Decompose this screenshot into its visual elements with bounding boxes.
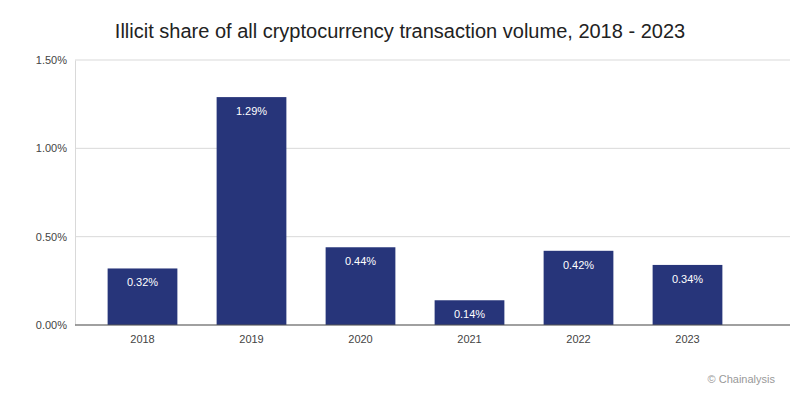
data-label: 0.42% (563, 259, 594, 271)
chart: Illicit share of all cryptocurrency tran… (0, 0, 800, 400)
x-tick-label: 2018 (130, 333, 154, 345)
y-axis: 0.00% 0.50% 1.00% 1.50% (36, 54, 76, 331)
y-tick-label: 0.00% (36, 319, 67, 331)
x-tick: 2023 (675, 325, 699, 345)
x-axis: 2018 2019 2020 2021 2022 2023 (75, 325, 790, 345)
source-note: © Chainalysis (708, 373, 776, 385)
data-label: 0.32% (127, 276, 158, 288)
x-tick: 2021 (457, 325, 481, 345)
data-label: 0.34% (672, 273, 703, 285)
y-axis-line (75, 61, 76, 326)
x-tick-label: 2023 (675, 333, 699, 345)
grid-line (75, 148, 790, 149)
x-tick: 2019 (239, 325, 263, 345)
bar (435, 300, 505, 325)
x-tick: 2022 (566, 325, 590, 345)
y-tick: 0.00% (36, 319, 75, 331)
y-tick-label: 1.50% (36, 54, 67, 66)
bar (326, 247, 396, 325)
grid-line (75, 236, 790, 237)
x-tick-label: 2020 (348, 333, 372, 345)
data-labels: 0.32% 1.29% 0.44% 0.14% 0.42% 0.34% (127, 105, 703, 320)
bar (108, 268, 178, 325)
y-tick-label: 1.00% (36, 142, 67, 154)
y-tick-label: 0.50% (36, 231, 67, 243)
title: Illicit share of all cryptocurrency tran… (115, 20, 685, 42)
grid (75, 60, 790, 325)
x-tick-label: 2019 (239, 333, 263, 345)
y-tick: 1.00% (36, 142, 75, 154)
data-label: 1.29% (236, 105, 267, 117)
bar (217, 97, 287, 325)
x-tick: 2020 (348, 325, 372, 345)
x-tick: 2018 (130, 325, 154, 345)
y-tick: 0.50% (36, 231, 75, 243)
x-tick-label: 2022 (566, 333, 590, 345)
grid-line (75, 60, 790, 61)
grid-line (75, 325, 790, 326)
bars (108, 97, 723, 325)
x-tick-label: 2021 (457, 333, 481, 345)
data-label: 0.14% (454, 308, 485, 320)
y-tick: 1.50% (36, 54, 75, 66)
x-axis-line (75, 325, 790, 326)
data-label: 0.44% (345, 255, 376, 267)
bar (544, 251, 614, 325)
bar (653, 265, 723, 325)
